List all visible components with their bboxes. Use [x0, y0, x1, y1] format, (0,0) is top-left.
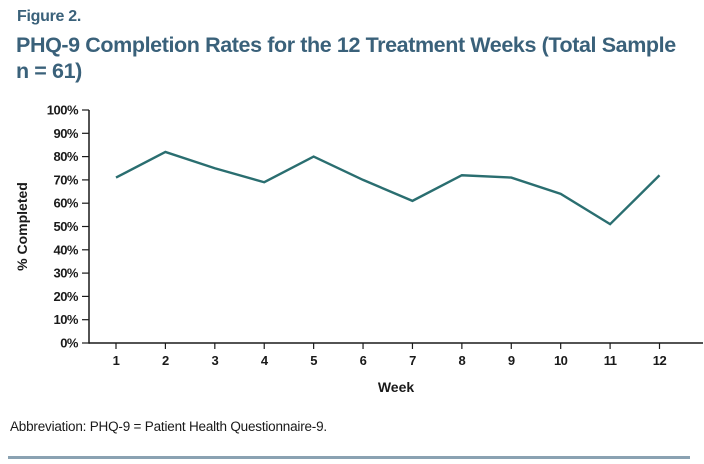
completion-line-chart: 0%10%20%30%40%50%60%70%80%90%100%1 2 3 4 5 6 7…: [14, 103, 703, 395]
y-tick-label: 100%: [47, 103, 79, 118]
y-tick-label: 20%: [53, 289, 78, 304]
figure-title-line-1: PHQ-9 Completion Rates for the 12 Treatm…: [16, 33, 676, 57]
x-tick-label: 1: [113, 353, 120, 368]
x-tick-label: 11: [604, 353, 617, 368]
y-axis-title: % Completed: [14, 182, 30, 271]
y-tick-label: 80%: [53, 149, 78, 164]
y-tick-label: 70%: [53, 172, 78, 187]
x-tick-label: 3: [211, 353, 218, 368]
y-tick-label: 10%: [53, 312, 78, 327]
x-tick-label: 2: [162, 353, 169, 368]
x-tick-label: 7: [409, 353, 416, 368]
y-tick-label: 40%: [53, 242, 78, 257]
figure-title: PHQ-9 Completion Rates for the 12 Treatm…: [16, 32, 692, 84]
x-tick-label: 5: [310, 353, 317, 368]
completion-rate-line: [115, 150, 661, 226]
x-tick-label: 8: [458, 353, 465, 368]
y-tick-label: 0%: [60, 336, 79, 351]
bottom-divider: [8, 456, 690, 459]
y-tick-label: 30%: [53, 266, 78, 281]
y-tick-label: 50%: [53, 219, 78, 234]
figure-number-label: Figure 2.: [17, 8, 81, 25]
x-axis-title: Week: [378, 379, 415, 395]
abbreviation-footnote: Abbreviation: PHQ-9 = Patient Health Que…: [10, 419, 327, 434]
y-tick-label: 90%: [53, 126, 78, 141]
x-tick-label: 10: [554, 353, 568, 368]
x-tick-label: 9: [508, 353, 515, 368]
y-tick-label: 60%: [53, 196, 78, 211]
figure-title-line-2: n = 61): [16, 59, 82, 83]
x-tick-label: 12: [653, 353, 667, 368]
x-tick-label: 6: [360, 353, 367, 368]
x-tick-label: 4: [261, 353, 269, 368]
